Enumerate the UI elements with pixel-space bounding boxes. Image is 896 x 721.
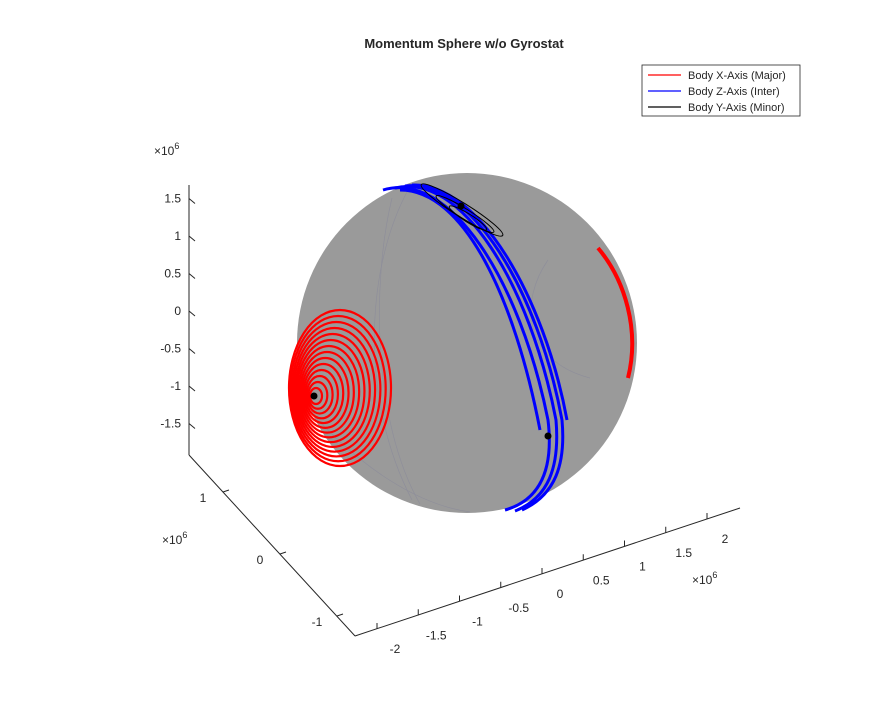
legend: Body X-Axis (Major) Body Z-Axis (Inter) … [641, 64, 801, 117]
trajectory-body-z-axis [382, 183, 569, 513]
trajectory-loop [291, 320, 382, 458]
trajectory-loop [399, 188, 542, 431]
x-axis-ticks: -2 -1.5 -1 -0.5 0 0.5 1 1.5 2 [376, 513, 729, 656]
z-tick-mark [188, 273, 196, 279]
x-tick-label: 1 [639, 560, 646, 574]
y-tick-mark [222, 489, 230, 493]
legend-entry: Body Z-Axis (Inter) [648, 86, 780, 98]
trajectory-loop [287, 308, 393, 468]
trajectory-loop [448, 205, 488, 231]
x-axis-exponent: ×106 [692, 570, 717, 587]
trajectory-loop [435, 194, 495, 234]
marker-x-axis-start [310, 392, 318, 400]
x-tick-label: -0.5 [508, 601, 529, 615]
x-tick-label: -1 [472, 615, 483, 629]
trajectory-loop [305, 374, 334, 415]
momentum-sphere [297, 173, 637, 513]
trajectory-loop [304, 368, 340, 420]
z-tick-label: 1 [174, 229, 181, 243]
legend-entry: Body X-Axis (Major) [648, 70, 786, 82]
z-tick-mark [188, 348, 196, 354]
chart-title: Momentum Sphere w/o Gyrostat [364, 36, 564, 51]
x-tick-label: -2 [390, 642, 401, 656]
x-tick-label: -1.5 [426, 628, 447, 642]
y-tick-label: -1 [312, 615, 323, 629]
trajectory-loop [302, 362, 345, 425]
faint-trajectory [530, 259, 591, 379]
faint-trajectory [379, 197, 421, 505]
sphere-faint-paths [299, 189, 591, 513]
z-tick-label: -1.5 [160, 417, 181, 431]
y-axis-line [188, 454, 356, 637]
z-tick-label: 1.5 [164, 192, 181, 206]
x-tick-label: 0 [557, 587, 564, 601]
trajectory-loop [292, 326, 377, 453]
trajectory-loop [300, 356, 350, 429]
z-axis-exponent: ×106 [154, 141, 179, 158]
legend-entry: Body Y-Axis (Minor) [648, 102, 785, 114]
trajectory-loop [596, 246, 635, 379]
axis-lines [188, 185, 741, 637]
z-tick-mark [188, 385, 196, 392]
z-tick-label: 0 [174, 304, 181, 318]
trajectory-loop [308, 386, 324, 406]
y-tick-label: 1 [200, 491, 207, 505]
z-tick-mark [188, 198, 196, 204]
legend-label: Body Y-Axis (Minor) [688, 102, 785, 114]
legend-label: Body Z-Axis (Inter) [688, 86, 780, 98]
z-tick-label: -0.5 [160, 342, 181, 356]
trajectory-loop [294, 332, 371, 449]
y-axis-exponent: ×106 [162, 530, 187, 547]
x-tick-label: 1.5 [675, 546, 692, 560]
faint-trajectory [374, 189, 413, 501]
y-tick-label: 0 [257, 553, 264, 567]
x-tick-label: 0.5 [593, 573, 610, 587]
z-tick-label: 0.5 [164, 267, 181, 281]
trajectory-loop [394, 185, 559, 513]
trajectory-loop [404, 184, 565, 512]
x-axis-line [354, 507, 741, 637]
z-axis-ticks: -1.5 -1 -0.5 0 0.5 1 1.5 [160, 192, 196, 431]
trajectory-loop [297, 344, 361, 439]
z-tick-mark [188, 423, 196, 429]
x-tick-label: 2 [722, 532, 729, 546]
trajectory-loop [295, 338, 366, 444]
z-tick-label: -1 [170, 379, 181, 393]
trajectory-loop [307, 380, 329, 410]
y-tick-mark [336, 613, 344, 617]
trajectory-loop [299, 350, 355, 434]
z-tick-mark [188, 310, 196, 317]
y-tick-mark [279, 551, 287, 555]
trajectory-loop [289, 314, 387, 463]
trajectory-loop [411, 183, 569, 421]
trajectory-body-x-axis [287, 246, 635, 468]
legend-label: Body X-Axis (Major) [688, 70, 786, 82]
trajectory-body-y-axis [420, 183, 504, 237]
y-axis-ticks: -1 0 1 [200, 489, 344, 629]
z-tick-mark [188, 235, 196, 242]
marker-z-axis-point [544, 432, 552, 440]
marker-y-axis-start [457, 202, 465, 210]
